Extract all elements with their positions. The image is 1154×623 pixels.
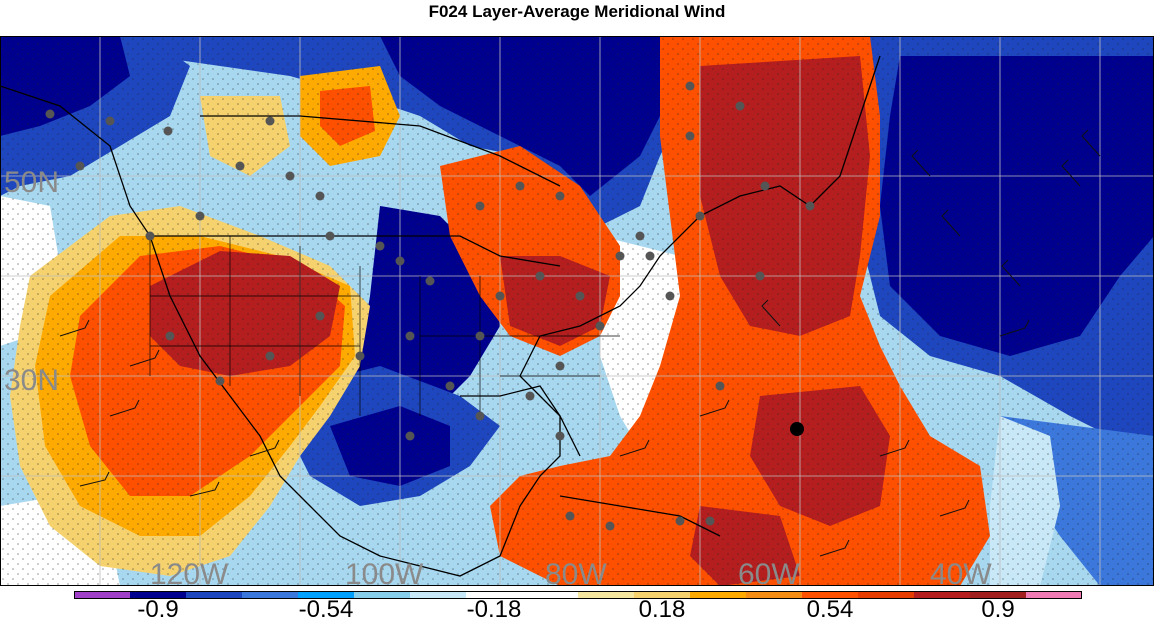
colorbar-swatch bbox=[858, 591, 915, 599]
colorbar-swatch bbox=[466, 591, 523, 599]
colorbar-swatch bbox=[1026, 591, 1082, 599]
colorbar-swatch bbox=[914, 591, 971, 599]
colorbar-swatch bbox=[74, 591, 131, 599]
colorbar-swatch bbox=[130, 591, 187, 599]
lon-label-100w: 100W bbox=[345, 558, 424, 586]
lon-label-60w: 60W bbox=[738, 558, 800, 586]
lon-label-40w: 40W bbox=[930, 558, 992, 586]
colorbar-tick-label: 0.9 bbox=[981, 596, 1015, 623]
colorbar-tick-label: -0.18 bbox=[466, 596, 522, 623]
colorbar-swatch bbox=[410, 591, 467, 599]
graticule bbox=[0, 36, 1154, 586]
lon-label-120w: 120W bbox=[150, 558, 229, 586]
colorbar-swatch bbox=[242, 591, 299, 599]
colorbar-swatch bbox=[522, 591, 579, 599]
colorbar-swatch bbox=[578, 591, 635, 599]
colorbar-tick-label: -0.54 bbox=[298, 596, 354, 623]
colorbar-labels: -0.9 -0.54 -0.18 0.18 0.54 0.9 bbox=[0, 597, 1154, 622]
meridional-wind-map: 50N 30N 120W 100W 80W 60W 40W bbox=[0, 36, 1154, 586]
colorbar-tick-label: -0.9 bbox=[137, 596, 179, 623]
colorbar-swatch bbox=[970, 591, 1027, 599]
chart-title: F024 Layer-Average Meridional Wind bbox=[428, 2, 726, 21]
lat-label-30n: 30N bbox=[4, 364, 59, 397]
colorbar bbox=[74, 591, 1082, 599]
lon-label-80w: 80W bbox=[545, 558, 607, 586]
colorbar-swatch bbox=[746, 591, 803, 599]
station-markers bbox=[45, 81, 815, 531]
colorbar-tick-label: 0.54 bbox=[806, 596, 854, 623]
colorbar-frame bbox=[74, 591, 1082, 599]
lat-label-50n: 50N bbox=[4, 166, 59, 199]
colorbar-swatch bbox=[634, 591, 691, 599]
wind-barbs bbox=[59, 129, 1101, 557]
colorbar-swatch bbox=[802, 591, 859, 599]
state-borders bbox=[149, 236, 620, 416]
colorbar-swatch bbox=[690, 591, 747, 599]
colorbar-swatch bbox=[298, 591, 355, 599]
colorbar-swatch bbox=[186, 591, 243, 599]
colorbar-swatch bbox=[354, 591, 411, 599]
significance-stippling bbox=[0, 36, 1154, 586]
colorbar-tick-label: 0.18 bbox=[638, 596, 686, 623]
coastlines bbox=[0, 55, 881, 577]
